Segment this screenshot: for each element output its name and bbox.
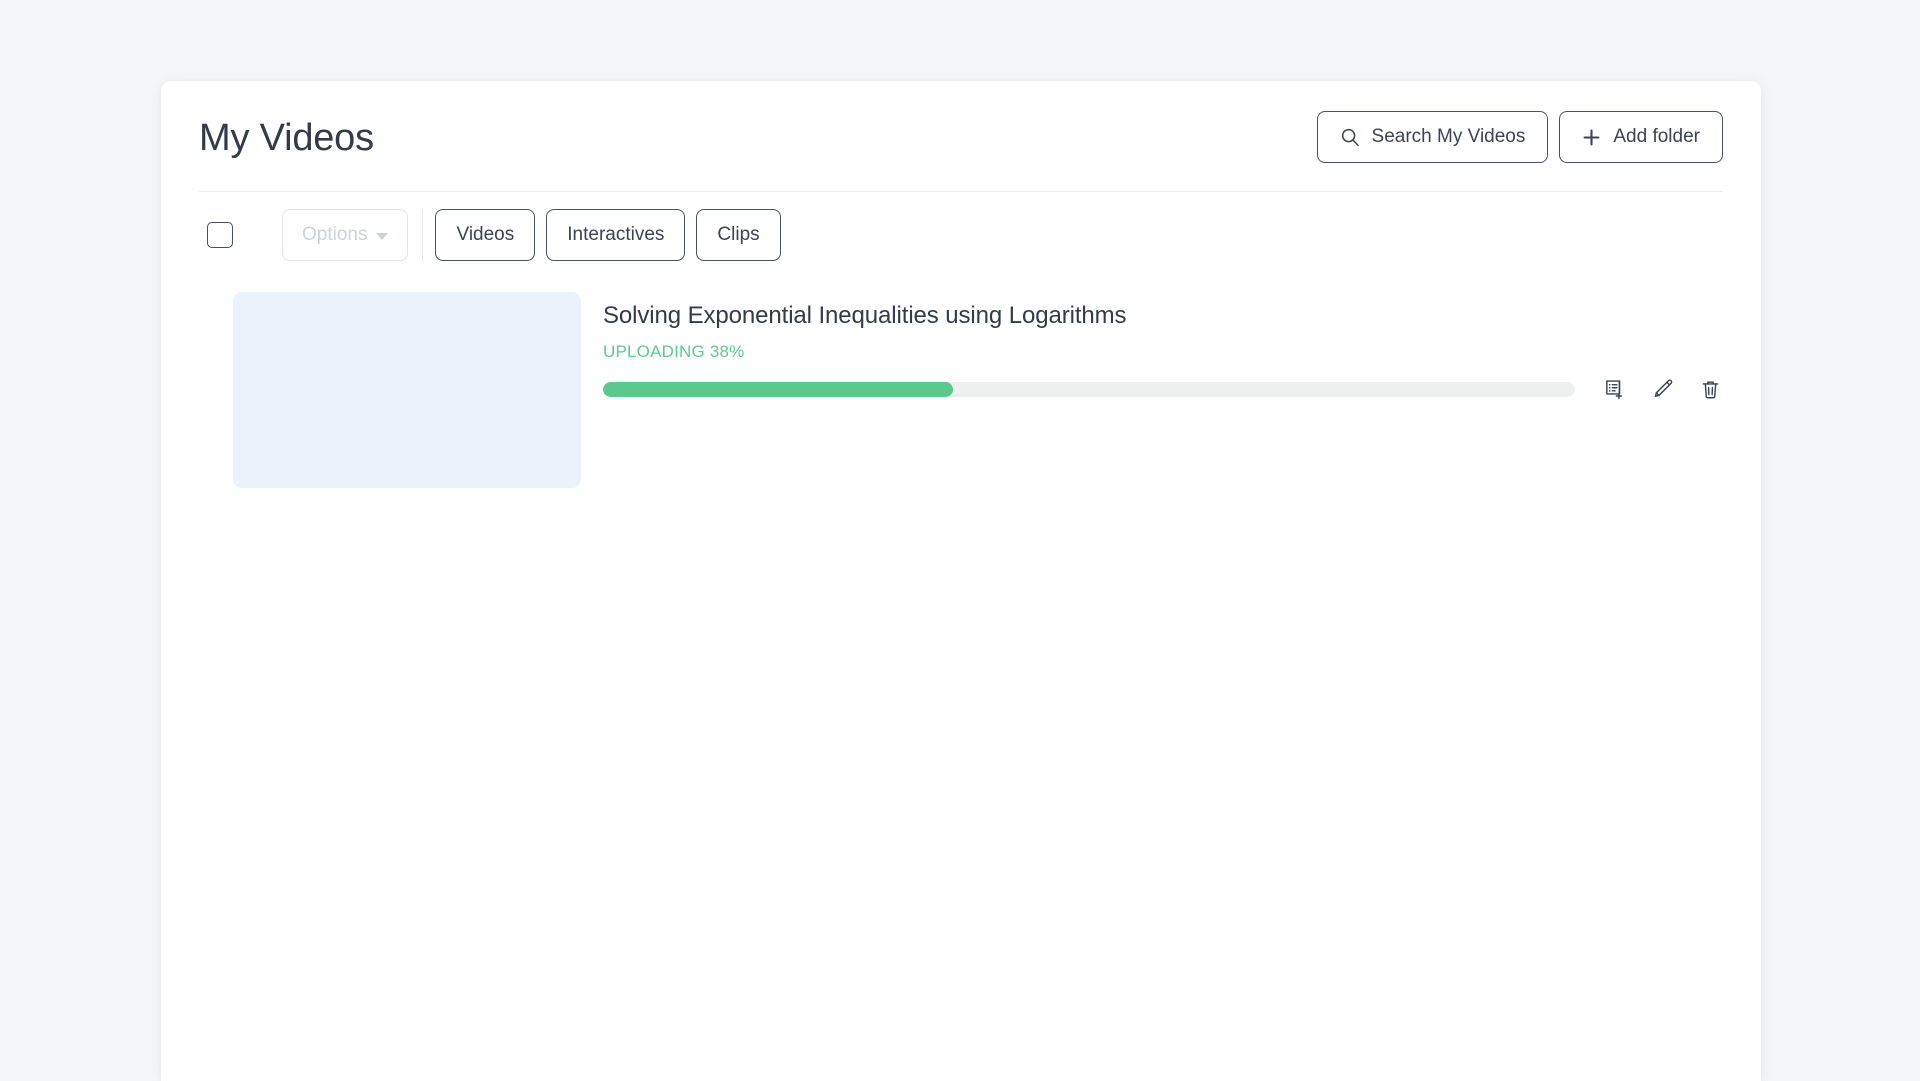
upload-progress-bar bbox=[603, 382, 1575, 397]
video-details: Solving Exponential Inequalities using L… bbox=[603, 292, 1723, 402]
tab-clips[interactable]: Clips bbox=[696, 209, 780, 261]
plus-icon bbox=[1582, 128, 1601, 147]
video-list-item[interactable]: Solving Exponential Inequalities using L… bbox=[199, 292, 1723, 488]
options-dropdown-label: Options bbox=[302, 224, 367, 246]
toolbar-divider bbox=[422, 209, 423, 261]
toolbar: Options Videos Interactives Clips bbox=[199, 191, 1723, 279]
upload-progress-fill bbox=[603, 382, 953, 397]
search-my-videos-button[interactable]: Search My Videos bbox=[1317, 111, 1549, 163]
search-my-videos-label: Search My Videos bbox=[1372, 126, 1526, 148]
video-list: Solving Exponential Inequalities using L… bbox=[161, 279, 1761, 488]
video-title[interactable]: Solving Exponential Inequalities using L… bbox=[603, 301, 1723, 331]
my-videos-card: My Videos Search My Videos bbox=[161, 81, 1761, 1081]
add-folder-label: Add folder bbox=[1613, 126, 1700, 148]
tab-videos-label: Videos bbox=[456, 224, 514, 245]
tab-interactives[interactable]: Interactives bbox=[546, 209, 685, 261]
upload-progress-row bbox=[603, 376, 1723, 402]
tab-interactives-label: Interactives bbox=[567, 224, 664, 245]
header-actions: Search My Videos Add folder bbox=[1317, 109, 1723, 163]
video-row-actions bbox=[1601, 376, 1723, 402]
tab-videos[interactable]: Videos bbox=[435, 209, 535, 261]
video-thumbnail[interactable] bbox=[233, 292, 581, 488]
chevron-down-icon bbox=[376, 233, 388, 240]
tab-clips-label: Clips bbox=[717, 224, 759, 245]
select-all-checkbox[interactable] bbox=[207, 222, 233, 248]
edit-icon[interactable] bbox=[1649, 376, 1675, 402]
content-type-tabs: Videos Interactives Clips bbox=[435, 209, 780, 261]
upload-status-text: UPLOADING 38% bbox=[603, 342, 1723, 362]
add-folder-button[interactable]: Add folder bbox=[1559, 111, 1723, 163]
search-icon bbox=[1340, 127, 1360, 147]
toolbar-section: Options Videos Interactives Clips bbox=[161, 191, 1761, 279]
add-to-playlist-icon[interactable] bbox=[1601, 376, 1627, 402]
page-title: My Videos bbox=[199, 115, 374, 157]
page-header: My Videos Search My Videos bbox=[161, 81, 1761, 191]
options-dropdown[interactable]: Options bbox=[282, 209, 408, 261]
delete-icon[interactable] bbox=[1697, 376, 1723, 402]
